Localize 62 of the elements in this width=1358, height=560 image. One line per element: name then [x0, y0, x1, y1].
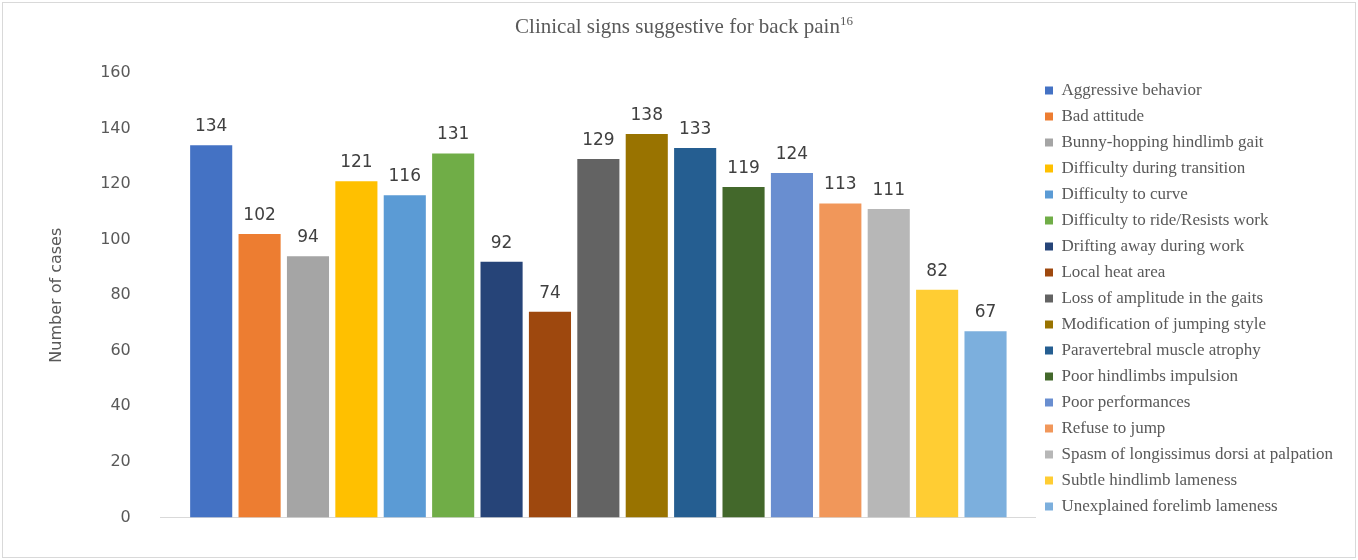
bar	[722, 186, 765, 518]
data-label: 134	[194, 115, 228, 136]
y-tick-label: 40	[110, 395, 131, 415]
legend-label: Loss of amplitude in the gaits	[1061, 287, 1264, 307]
bar	[528, 311, 572, 518]
data-label: 119	[727, 156, 760, 177]
legend-label: Difficulty during transition	[1061, 157, 1246, 177]
bar	[867, 209, 910, 518]
data-label: 102	[243, 204, 276, 225]
bar	[238, 234, 281, 518]
legend-label: Local heat area	[1061, 261, 1166, 281]
bar	[432, 153, 475, 518]
legend-label: Poor performances	[1061, 391, 1191, 411]
data-label: 121	[340, 151, 373, 172]
bar	[819, 203, 862, 518]
bar	[916, 289, 959, 518]
y-tick-label: 0	[120, 506, 131, 526]
y-tick-label: 100	[100, 228, 131, 248]
data-label: 138	[630, 104, 663, 125]
y-tick-label: 60	[110, 339, 131, 359]
bar	[335, 181, 378, 518]
data-label: 111	[872, 179, 905, 200]
legend-label: Paravertebral muscle atrophy	[1061, 339, 1262, 359]
y-tick-label: 120	[100, 173, 131, 193]
chart-title: Clinical signs suggestive for back pain$^{16}$	[514, 13, 854, 39]
legend-label: Spasm of longissimus dorsi at palpation	[1061, 443, 1334, 463]
data-label: 82	[926, 259, 948, 280]
y-axis-title: Number of cases	[45, 227, 65, 363]
y-tick-label: 80	[110, 284, 131, 304]
legend-label: Drifting away during work	[1061, 235, 1245, 255]
data-label: 67	[974, 301, 997, 322]
bar	[674, 147, 717, 518]
legend-label: Modification of jumping style	[1061, 313, 1266, 333]
bar	[480, 261, 523, 518]
data-label: 124	[775, 142, 809, 163]
data-label: 113	[824, 173, 857, 194]
legend-label: Unexplained forelimb lameness	[1061, 495, 1278, 515]
y-tick-label: 160	[100, 62, 131, 82]
bar	[625, 134, 668, 518]
legend-label: Aggressive behavior	[1061, 79, 1203, 99]
legend-label: Poor hindlimbs impulsion	[1061, 365, 1239, 385]
data-label: 74	[539, 281, 561, 302]
legend-label: Subtle hindlimb lameness	[1061, 469, 1238, 489]
data-label: 94	[297, 226, 319, 247]
y-tick-label: 20	[110, 451, 131, 471]
bar	[383, 195, 426, 518]
data-label: 131	[436, 123, 470, 144]
legend-label: Refuse to jump	[1061, 417, 1166, 437]
bar	[770, 172, 813, 518]
legend-label: Difficulty to ride/Resists work	[1061, 209, 1269, 229]
data-label: 129	[582, 129, 615, 150]
legend-label: Difficulty to curve	[1061, 183, 1188, 203]
bar	[190, 145, 233, 518]
legend-label: Bunny-hopping hindlimb gait	[1061, 131, 1264, 151]
legend-label: Bad attitude	[1061, 105, 1145, 125]
bar	[286, 256, 330, 518]
bar	[964, 331, 1007, 518]
data-label: 116	[388, 165, 421, 186]
bar	[577, 159, 620, 518]
data-label: 92	[490, 231, 513, 252]
data-label: 133	[678, 117, 712, 138]
y-tick-label: 140	[100, 117, 131, 137]
